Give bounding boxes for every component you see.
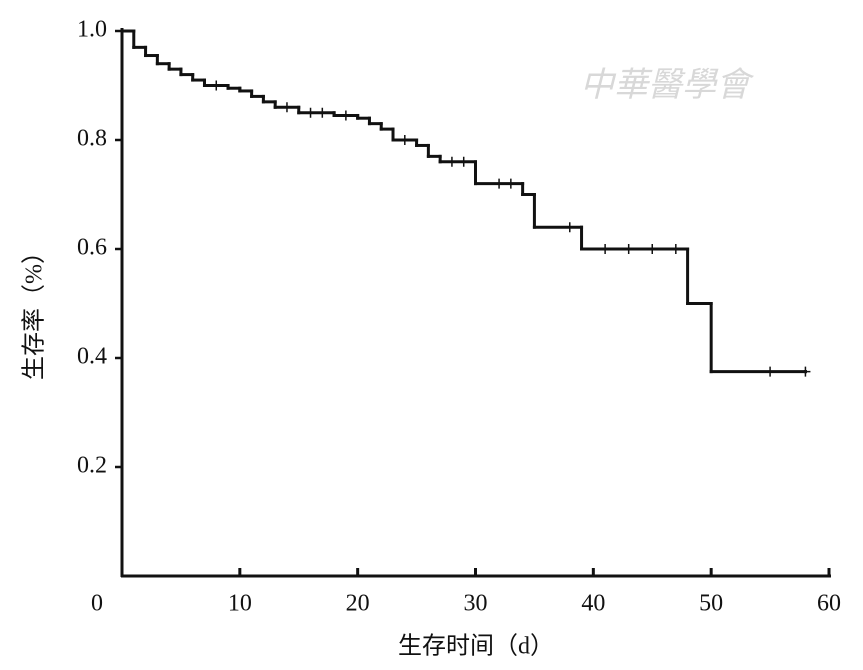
- censor-mark: [647, 244, 658, 254]
- x-tick-label: 40: [581, 591, 605, 617]
- censor-mark: [800, 366, 811, 377]
- x-tick-label: 30: [464, 591, 488, 617]
- watermark: 中華醫學會: [580, 67, 755, 104]
- x-tick-label: 10: [228, 591, 252, 617]
- y-axis-title: 生存率（%）: [21, 240, 48, 380]
- x-tick-label: 0: [91, 591, 103, 617]
- y-tick-label: 0.6: [77, 235, 107, 261]
- censor-mark: [446, 156, 457, 167]
- censor-mark: [340, 110, 351, 121]
- x-axis-title: 生存时间（d）: [398, 633, 554, 660]
- censor-mark: [505, 178, 516, 189]
- censor-mark: [317, 107, 328, 118]
- censor-mark: [670, 244, 681, 254]
- x-tick-label: 20: [346, 591, 370, 617]
- x-tick-label: 50: [699, 591, 723, 617]
- y-tick-label: 0.2: [77, 453, 107, 479]
- censor-mark: [399, 135, 410, 145]
- x-tick-label: 60: [817, 591, 841, 617]
- censor-mark: [600, 244, 611, 254]
- censor-mark: [765, 366, 776, 377]
- y-tick-label: 1.0: [77, 17, 107, 43]
- censor-mark: [458, 156, 469, 167]
- censor-mark: [305, 107, 316, 118]
- y-tick-label: 0.8: [77, 126, 107, 152]
- y-tick-label: 0.4: [77, 344, 107, 370]
- censor-mark: [211, 80, 222, 91]
- censor-mark: [281, 102, 292, 113]
- censor-mark: [564, 222, 575, 233]
- censor-mark: [623, 244, 634, 254]
- censor-mark: [494, 178, 505, 189]
